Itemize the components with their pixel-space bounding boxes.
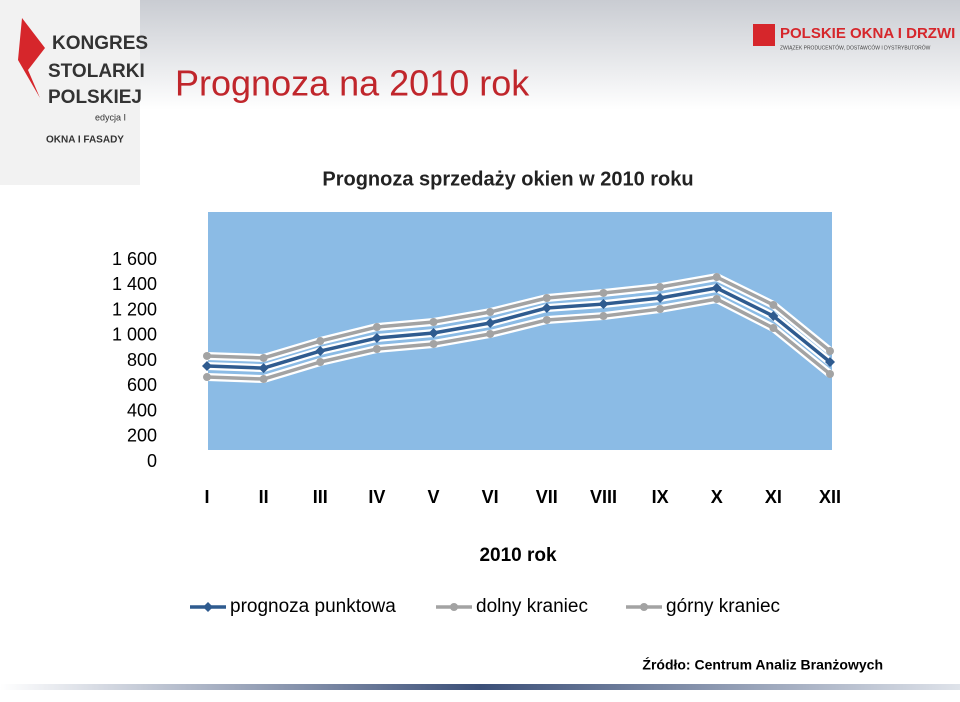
marker xyxy=(768,311,779,322)
y-tick-label: 1 000 xyxy=(112,325,157,345)
y-tick-label: 400 xyxy=(127,400,157,420)
line xyxy=(206,286,832,370)
x-tick-label: II xyxy=(259,487,269,507)
marker xyxy=(202,361,212,372)
marker xyxy=(372,323,381,332)
slide-title: Prognoza na 2010 rok xyxy=(175,63,530,104)
marker xyxy=(429,317,438,326)
y-tick-label: 0 xyxy=(147,451,157,471)
y-tick-label: 200 xyxy=(127,426,157,446)
marker xyxy=(372,345,381,354)
y-tick-label: 1 400 xyxy=(112,274,157,294)
y-tick-label: 600 xyxy=(127,375,157,395)
marker xyxy=(542,294,551,303)
marker xyxy=(655,293,666,304)
logo-text: STOLARKI xyxy=(48,61,145,82)
marker xyxy=(656,283,665,292)
marker xyxy=(259,353,268,362)
logo-text: OKNA I FASADY xyxy=(46,135,124,146)
marker xyxy=(598,299,609,310)
marker xyxy=(315,346,326,357)
logo-text: POLSKIEJ xyxy=(48,87,142,108)
x-tick-label: X xyxy=(711,487,723,507)
x-tick-label: VII xyxy=(536,487,558,507)
logo-right-mark xyxy=(753,24,775,46)
marker xyxy=(711,283,722,294)
legend-label: dolny kraniec xyxy=(476,596,588,617)
marker xyxy=(486,329,495,338)
marker xyxy=(599,288,608,297)
marker xyxy=(826,370,834,379)
y-tick-label: 1 600 xyxy=(112,249,157,269)
x-tick-label: IV xyxy=(368,487,385,507)
logo-text: edycja I xyxy=(95,112,126,122)
marker xyxy=(712,295,721,304)
y-tick-label: 1 200 xyxy=(112,299,157,319)
marker xyxy=(450,603,458,611)
marker xyxy=(541,302,552,313)
logo-mark xyxy=(18,18,45,98)
x-tick-label: VI xyxy=(482,487,499,507)
x-axis-label: 2010 rok xyxy=(479,545,557,566)
marker xyxy=(203,351,211,360)
x-tick-label: I xyxy=(204,487,209,507)
y-tick-label: 800 xyxy=(127,350,157,370)
source: Źródło: Centrum Analiz Branżowych xyxy=(642,657,883,673)
logo-text: KONGRES xyxy=(52,33,148,54)
plot-area xyxy=(208,212,832,450)
header-background xyxy=(140,0,960,110)
x-tick-label: VIII xyxy=(590,487,617,507)
marker xyxy=(316,358,325,367)
legend-label: prognoza punktowa xyxy=(230,596,396,617)
logo-right-text: POLSKIE OKNA I DRZWI xyxy=(780,25,955,42)
marker xyxy=(203,602,213,612)
line xyxy=(206,297,832,381)
marker xyxy=(259,375,268,384)
marker xyxy=(486,308,495,317)
x-tick-label: III xyxy=(313,487,328,507)
marker xyxy=(826,347,834,356)
marker xyxy=(542,315,551,324)
marker xyxy=(599,312,608,321)
marker xyxy=(428,327,439,338)
marker xyxy=(371,333,382,344)
marker xyxy=(769,300,778,309)
chart-title: Prognoza sprzedaży okien w 2010 roku xyxy=(322,168,693,190)
marker xyxy=(712,273,721,282)
x-tick-label: V xyxy=(428,487,440,507)
x-tick-label: XII xyxy=(819,487,841,507)
marker xyxy=(825,357,835,368)
marker xyxy=(316,337,325,346)
x-tick-label: IX xyxy=(652,487,669,507)
marker xyxy=(485,317,496,328)
marker xyxy=(203,373,211,382)
line xyxy=(206,275,832,360)
marker xyxy=(640,603,648,611)
marker xyxy=(429,339,438,348)
marker xyxy=(656,304,665,313)
logo-right-text: ZWIĄZEK PRODUCENTÓW, DOSTAWCÓW I DYSTRYB… xyxy=(780,44,931,51)
x-tick-label: XI xyxy=(765,487,782,507)
marker xyxy=(258,363,269,374)
legend-label: górny kraniec xyxy=(666,596,780,617)
footer-bar xyxy=(0,684,960,690)
marker xyxy=(769,324,778,333)
